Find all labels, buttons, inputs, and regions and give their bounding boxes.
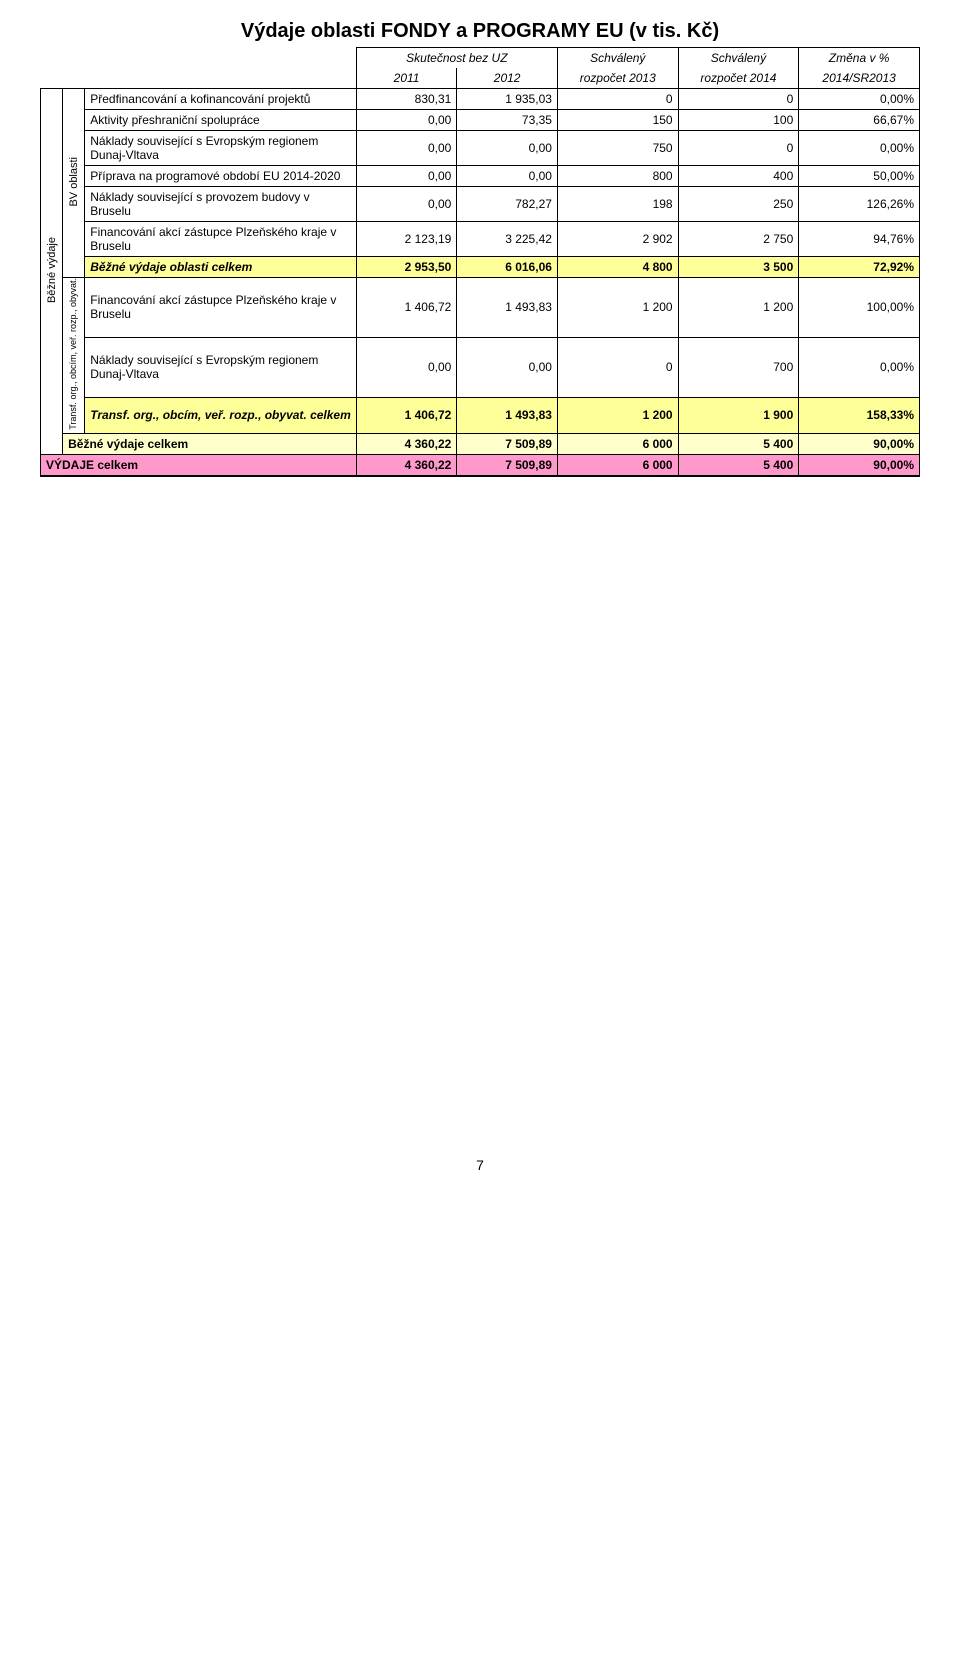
cell: 4 800 bbox=[557, 257, 678, 278]
subtotal-row: Transf. org., obcím, veř. rozp., obyvat.… bbox=[41, 397, 920, 433]
hdr-sr2014-top: Schválený bbox=[678, 48, 799, 69]
cell: 0,00% bbox=[799, 89, 920, 110]
page-number: 7 bbox=[40, 1157, 920, 1173]
cell: 750 bbox=[557, 131, 678, 166]
cell: 2 123,19 bbox=[356, 222, 457, 257]
cell: 100 bbox=[678, 110, 799, 131]
hdr-chg-top: Změna v % bbox=[799, 48, 920, 69]
cell: 1 200 bbox=[678, 278, 799, 338]
cell: 1 935,03 bbox=[457, 89, 558, 110]
hdr-2011: 2011 bbox=[356, 68, 457, 89]
cell: 0,00% bbox=[799, 337, 920, 397]
cell: 0,00 bbox=[356, 166, 457, 187]
cell: 6 016,06 bbox=[457, 257, 558, 278]
cell: 73,35 bbox=[457, 110, 558, 131]
page-title: Výdaje oblasti FONDY a PROGRAMY EU (v ti… bbox=[40, 20, 920, 43]
cell: 66,67% bbox=[799, 110, 920, 131]
cell: 5 400 bbox=[678, 454, 799, 476]
cell: 100,00% bbox=[799, 278, 920, 338]
cell: 90,00% bbox=[799, 454, 920, 476]
row-label: Příprava na programové období EU 2014-20… bbox=[85, 166, 357, 187]
cell: 0 bbox=[557, 337, 678, 397]
cell: 400 bbox=[678, 166, 799, 187]
cell: 0,00 bbox=[356, 131, 457, 166]
cell: 250 bbox=[678, 187, 799, 222]
subtotal-row: Běžné výdaje oblasti celkem 2 953,50 6 0… bbox=[41, 257, 920, 278]
cell: 0,00 bbox=[457, 337, 558, 397]
row-label: VÝDAJE celkem bbox=[41, 454, 357, 476]
cell: 90,00% bbox=[799, 433, 920, 454]
total-row: Běžné výdaje celkem 4 360,22 7 509,89 6 … bbox=[41, 433, 920, 454]
cell: 2 750 bbox=[678, 222, 799, 257]
cell: 1 200 bbox=[557, 397, 678, 433]
cell: 7 509,89 bbox=[457, 433, 558, 454]
cell: 126,26% bbox=[799, 187, 920, 222]
cell: 0 bbox=[557, 89, 678, 110]
side-bezne-vydaje: Běžné výdaje bbox=[41, 89, 63, 455]
hdr-chg-bot: 2014/SR2013 bbox=[799, 68, 920, 89]
hdr-2012: 2012 bbox=[457, 68, 558, 89]
row-label: Náklady související s provozem budovy v … bbox=[85, 187, 357, 222]
cell: 0,00 bbox=[356, 110, 457, 131]
cell: 150 bbox=[557, 110, 678, 131]
cell: 1 200 bbox=[557, 278, 678, 338]
cell: 7 509,89 bbox=[457, 454, 558, 476]
cell: 830,31 bbox=[356, 89, 457, 110]
row-label: Financování akcí zástupce Plzeňského kra… bbox=[85, 278, 357, 338]
cell: 1 406,72 bbox=[356, 397, 457, 433]
cell: 158,33% bbox=[799, 397, 920, 433]
cell: 3 500 bbox=[678, 257, 799, 278]
row-label: Náklady související s Evropským regionem… bbox=[85, 131, 357, 166]
grand-total-row: VÝDAJE celkem 4 360,22 7 509,89 6 000 5 … bbox=[41, 454, 920, 476]
cell: 782,27 bbox=[457, 187, 558, 222]
cell: 4 360,22 bbox=[356, 433, 457, 454]
cell: 0,00 bbox=[457, 166, 558, 187]
cell: 2 953,50 bbox=[356, 257, 457, 278]
cell: 0,00 bbox=[457, 131, 558, 166]
row-label: Financování akcí zástupce Plzeňského kra… bbox=[85, 222, 357, 257]
hdr-skutecnost: Skutečnost bez UZ bbox=[356, 48, 557, 69]
cell: 1 493,83 bbox=[457, 278, 558, 338]
cell: 1 406,72 bbox=[356, 278, 457, 338]
cell: 6 000 bbox=[557, 433, 678, 454]
row-label: Předfinancování a kofinancování projektů bbox=[85, 89, 357, 110]
cell: 72,92% bbox=[799, 257, 920, 278]
cell: 198 bbox=[557, 187, 678, 222]
cell: 1 493,83 bbox=[457, 397, 558, 433]
cell: 700 bbox=[678, 337, 799, 397]
cell: 0,00% bbox=[799, 131, 920, 166]
hdr-sr2013-top: Schválený bbox=[557, 48, 678, 69]
row-label: Běžné výdaje celkem bbox=[63, 433, 357, 454]
cell: 2 902 bbox=[557, 222, 678, 257]
cell: 50,00% bbox=[799, 166, 920, 187]
row-label: Transf. org., obcím, veř. rozp., obyvat.… bbox=[85, 397, 357, 433]
cell: 0,00 bbox=[356, 187, 457, 222]
hdr-sr2014-bot: rozpočet 2014 bbox=[678, 68, 799, 89]
expenditure-table: Skutečnost bez UZ Schválený Schválený Zm… bbox=[40, 47, 920, 477]
cell: 0 bbox=[678, 131, 799, 166]
cell: 0 bbox=[678, 89, 799, 110]
cell: 3 225,42 bbox=[457, 222, 558, 257]
row-label: Náklady související s Evropským regionem… bbox=[85, 337, 357, 397]
cell: 94,76% bbox=[799, 222, 920, 257]
row-label: Aktivity přeshraniční spolupráce bbox=[85, 110, 357, 131]
side-transf: Transf. org., obcím, veř. rozp., obyvat. bbox=[63, 278, 85, 434]
hdr-sr2013-bot: rozpočet 2013 bbox=[557, 68, 678, 89]
row-label: Běžné výdaje oblasti celkem bbox=[85, 257, 357, 278]
cell: 0,00 bbox=[356, 337, 457, 397]
cell: 1 900 bbox=[678, 397, 799, 433]
cell: 4 360,22 bbox=[356, 454, 457, 476]
cell: 6 000 bbox=[557, 454, 678, 476]
side-bv-oblasti: BV oblasti bbox=[63, 89, 85, 278]
cell: 5 400 bbox=[678, 433, 799, 454]
cell: 800 bbox=[557, 166, 678, 187]
